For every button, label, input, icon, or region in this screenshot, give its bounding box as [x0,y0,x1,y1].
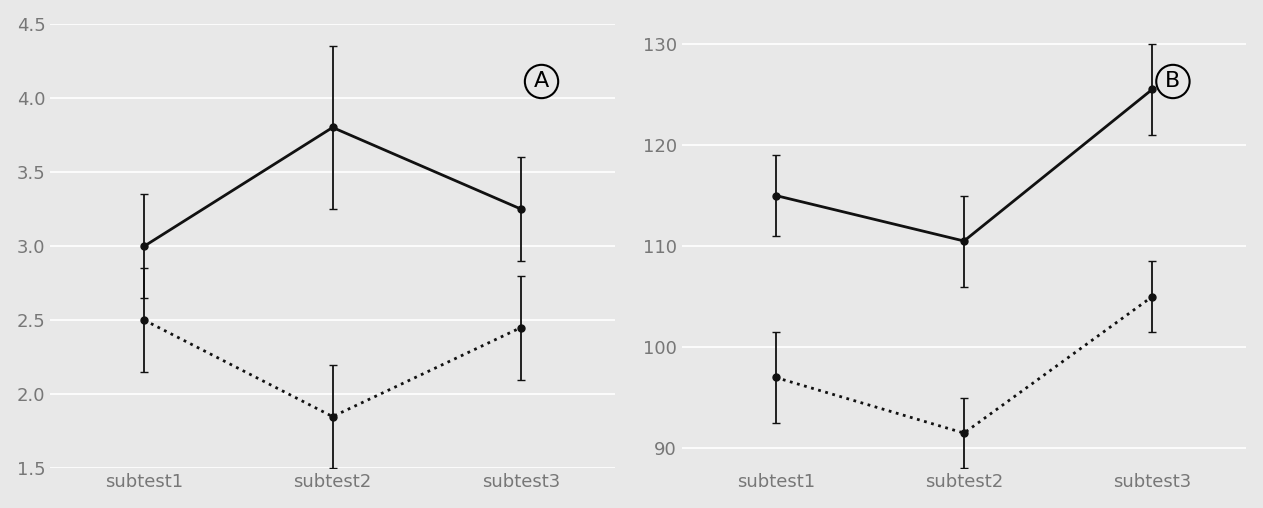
Text: A: A [534,72,549,91]
Text: B: B [1166,72,1181,91]
